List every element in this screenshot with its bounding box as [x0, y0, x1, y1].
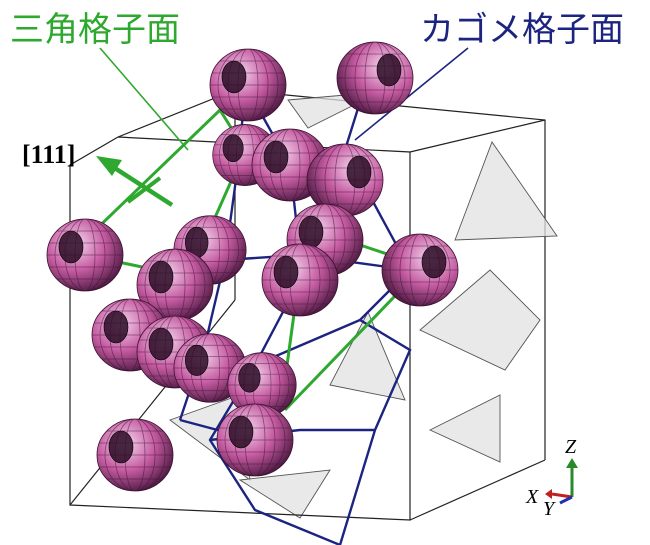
ion — [337, 42, 413, 114]
tetrahedron — [428, 394, 501, 463]
ion — [382, 234, 458, 306]
kagome-plane-label: カゴメ格子面 — [420, 10, 624, 50]
ion — [217, 404, 293, 476]
direction-111-arrow — [96, 156, 174, 207]
axes-indicator — [545, 458, 578, 505]
tetrahedron — [329, 310, 406, 401]
kagome-plane-leader — [354, 47, 469, 141]
axis-y-label: Y — [543, 498, 555, 520]
ion — [210, 49, 286, 121]
ion — [47, 219, 123, 291]
ion — [97, 419, 173, 491]
axis-x-label: X — [526, 486, 539, 508]
ions — [47, 42, 458, 491]
triangular-plane-label: 三角格子面 — [10, 10, 180, 50]
axis-z-label: Z — [565, 436, 577, 458]
tetrahedron — [419, 269, 541, 371]
tetrahedron — [454, 141, 558, 241]
triangular-plane-leader — [99, 47, 189, 151]
tetrahedron — [238, 469, 331, 519]
ion — [262, 244, 338, 316]
direction-111-label: [111] — [22, 140, 76, 169]
